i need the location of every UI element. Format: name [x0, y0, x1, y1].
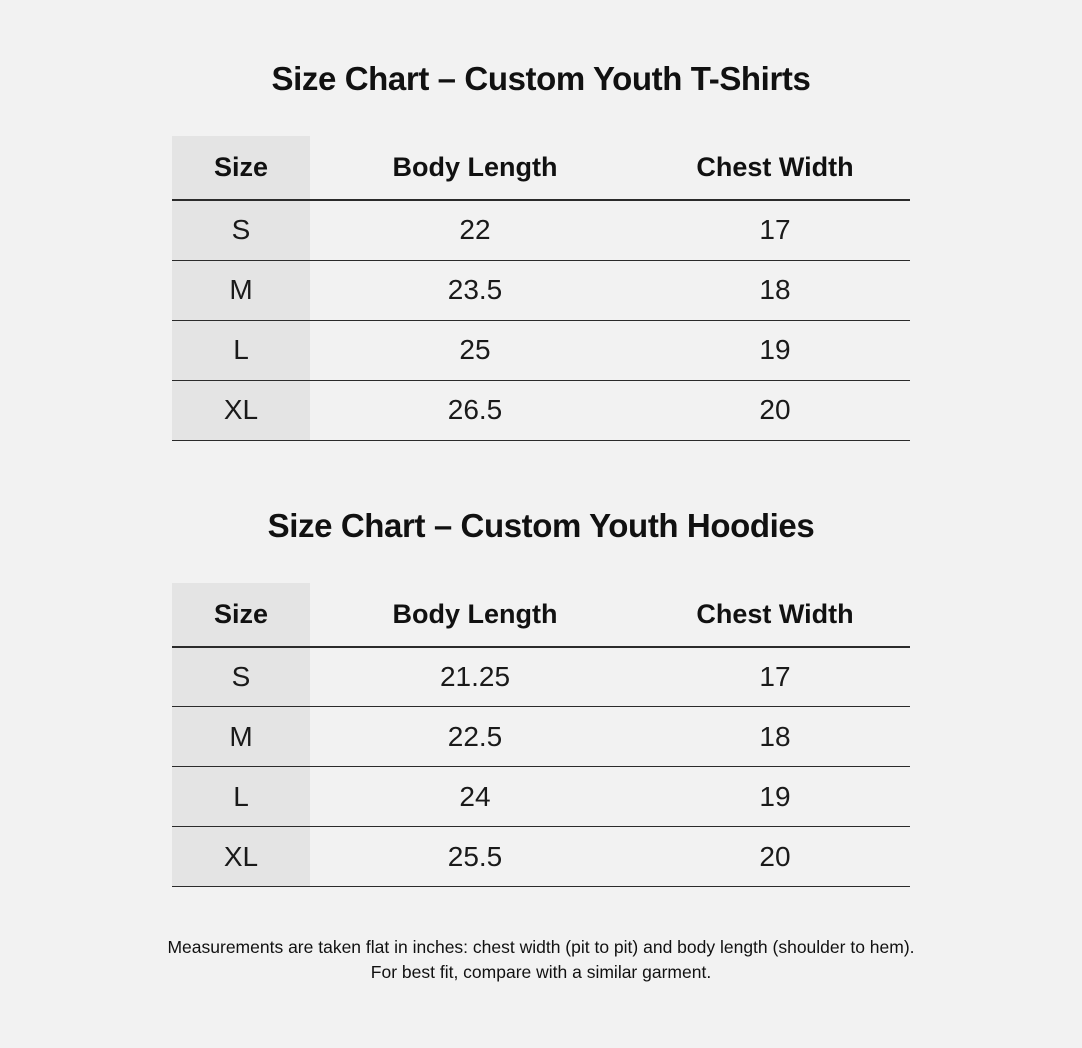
- hoodie-size-table: Size Body Length Chest Width S 21.25 17 …: [172, 582, 910, 887]
- tshirt-size-table: Size Body Length Chest Width S 22 17 M 2…: [172, 136, 910, 441]
- table-row: S 21.25 17: [172, 646, 910, 707]
- hoodie-size-chart-title: Size Chart – Custom Youth Hoodies: [267, 506, 815, 544]
- table-cell: S: [172, 646, 310, 707]
- table-cell: 23.5: [310, 260, 640, 321]
- table-cell: 18: [640, 706, 910, 767]
- table-cell: 17: [640, 200, 910, 261]
- table-cell: 25.5: [310, 826, 640, 887]
- table-row: XL 25.5 20: [172, 826, 910, 887]
- table-cell: 22: [310, 200, 640, 261]
- table-row: L 24 19: [172, 766, 910, 827]
- table-cell: 26.5: [310, 380, 640, 441]
- footnote-line-1: Measurements are taken flat in inches: c…: [167, 937, 915, 957]
- table-row: L 25 19: [172, 320, 910, 381]
- column-header-size: Size: [172, 582, 310, 648]
- measurement-footnote: Measurements are taken flat in inches: c…: [0, 935, 1082, 985]
- tshirt-size-chart-title: Size Chart – Custom Youth T-Shirts: [271, 60, 811, 97]
- table-cell: XL: [172, 826, 310, 887]
- column-header-body-length: Body Length: [310, 582, 640, 648]
- table-header-row: Size Body Length Chest Width: [172, 582, 910, 648]
- table-cell: L: [172, 766, 310, 827]
- table-cell: 18: [640, 260, 910, 321]
- table-cell: 19: [640, 320, 910, 381]
- table-cell: 17: [640, 646, 910, 707]
- table-cell: 22.5: [310, 706, 640, 767]
- table-cell: XL: [172, 380, 310, 441]
- column-header-body-length: Body Length: [310, 136, 640, 201]
- table-cell: 21.25: [310, 646, 640, 707]
- table-cell: 20: [640, 826, 910, 887]
- table-row: M 23.5 18: [172, 260, 910, 321]
- table-cell: 24: [310, 766, 640, 827]
- table-cell: 20: [640, 380, 910, 441]
- footnote-line-2: For best fit, compare with a similar gar…: [370, 962, 712, 982]
- column-header-size: Size: [172, 136, 310, 201]
- table-cell: S: [172, 200, 310, 261]
- section-divider-space: [0, 441, 1082, 507]
- table-header-row: Size Body Length Chest Width: [172, 136, 910, 201]
- table-cell: 25: [310, 320, 640, 381]
- table-cell: L: [172, 320, 310, 381]
- table-row: XL 26.5 20: [172, 380, 910, 441]
- table-row: S 22 17: [172, 200, 910, 261]
- table-row: M 22.5 18: [172, 706, 910, 767]
- column-header-chest-width: Chest Width: [640, 582, 910, 648]
- column-header-chest-width: Chest Width: [640, 136, 910, 201]
- table-cell: M: [172, 260, 310, 321]
- table-cell: M: [172, 706, 310, 767]
- table-cell: 19: [640, 766, 910, 827]
